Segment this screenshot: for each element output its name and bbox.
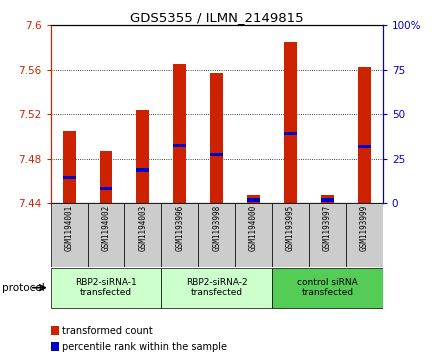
Bar <box>173 144 186 147</box>
Text: GSM1193999: GSM1193999 <box>360 205 369 252</box>
Bar <box>284 131 297 135</box>
Bar <box>99 151 113 203</box>
Bar <box>62 176 76 179</box>
Text: GSM1193997: GSM1193997 <box>323 205 332 252</box>
Text: transformed count: transformed count <box>62 326 153 335</box>
Bar <box>136 110 149 203</box>
Bar <box>346 203 383 267</box>
Text: percentile rank within the sample: percentile rank within the sample <box>62 342 227 352</box>
Bar <box>210 73 223 203</box>
Text: GSM1193996: GSM1193996 <box>175 205 184 252</box>
Bar <box>51 342 59 351</box>
Bar <box>272 203 309 267</box>
Bar <box>125 203 161 267</box>
Text: GSM1194000: GSM1194000 <box>249 205 258 252</box>
Bar <box>62 131 76 203</box>
Bar <box>321 198 334 201</box>
Bar <box>51 268 161 308</box>
Text: GSM1194001: GSM1194001 <box>65 205 73 252</box>
Text: GSM1193995: GSM1193995 <box>286 205 295 252</box>
Bar <box>358 145 371 148</box>
Bar <box>309 203 346 267</box>
Bar <box>247 196 260 203</box>
Text: control siRNA
transfected: control siRNA transfected <box>297 278 358 297</box>
Bar <box>210 153 223 156</box>
Bar <box>198 203 235 267</box>
Text: RBP2-siRNA-2
transfected: RBP2-siRNA-2 transfected <box>186 278 248 297</box>
Bar <box>173 64 186 203</box>
Bar <box>161 203 198 267</box>
Text: GSM1194003: GSM1194003 <box>138 205 147 252</box>
Text: GSM1193998: GSM1193998 <box>212 205 221 252</box>
Bar <box>51 326 59 335</box>
Bar <box>284 42 297 203</box>
Bar <box>161 268 272 308</box>
Bar <box>51 203 88 267</box>
Bar <box>247 198 260 201</box>
Text: GSM1194002: GSM1194002 <box>102 205 110 252</box>
Bar <box>99 187 113 191</box>
Title: GDS5355 / ILMN_2149815: GDS5355 / ILMN_2149815 <box>130 11 304 24</box>
Bar <box>358 66 371 203</box>
Bar <box>235 203 272 267</box>
Text: protocol: protocol <box>2 283 45 293</box>
Text: RBP2-siRNA-1
transfected: RBP2-siRNA-1 transfected <box>75 278 137 297</box>
Bar <box>88 203 125 267</box>
Bar <box>321 196 334 203</box>
Bar <box>272 268 383 308</box>
Bar <box>136 168 149 172</box>
